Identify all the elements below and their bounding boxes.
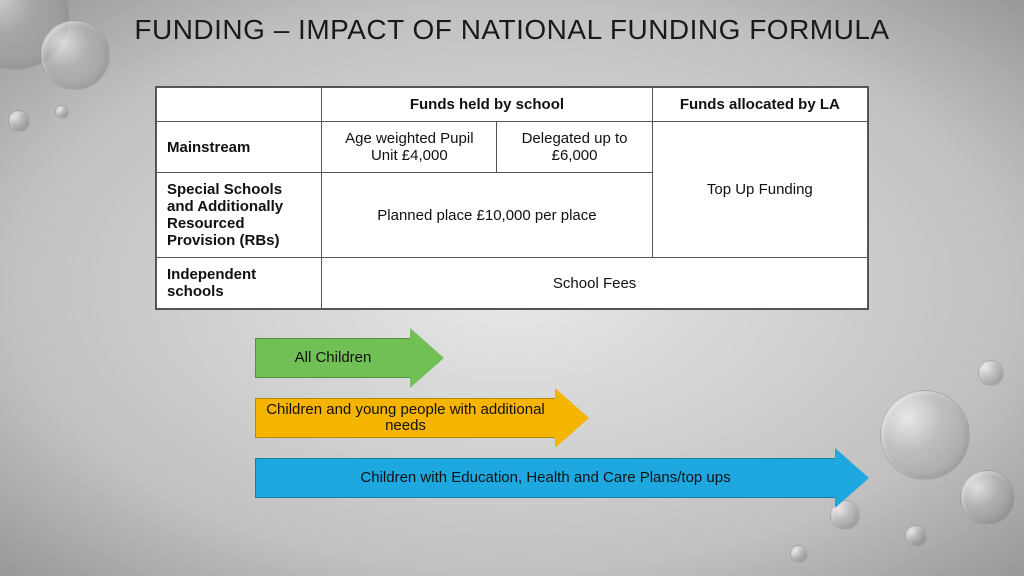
th-funds-la: Funds allocated by LA	[652, 88, 867, 122]
funding-table: Funds held by school Funds allocated by …	[155, 86, 869, 310]
arrow-label: All Children	[255, 338, 410, 378]
cell-mainstream-delegated: Delegated up to £6,000	[497, 122, 652, 173]
decorative-bubble	[880, 390, 970, 480]
arrow-1: Children and young people with additiona…	[255, 398, 589, 438]
arrow-2: Children with Education, Health and Care…	[255, 458, 869, 498]
arrow-head-icon	[410, 328, 444, 388]
decorative-bubble	[905, 525, 927, 547]
arrow-head-icon	[835, 448, 869, 508]
arrow-head-icon	[555, 388, 589, 448]
th-funds-school: Funds held by school	[322, 88, 652, 122]
slide-title: FUNDING – IMPACT OF NATIONAL FUNDING FOR…	[0, 0, 1024, 46]
th-blank	[157, 88, 322, 122]
decorative-bubble	[55, 105, 69, 119]
cell-topup: Top Up Funding	[652, 122, 867, 258]
cell-school-fees: School Fees	[322, 258, 868, 309]
cell-mainstream-awpu: Age weighted Pupil Unit £4,000	[322, 122, 497, 173]
arrow-0: All Children	[255, 338, 444, 378]
cell-planned-place: Planned place £10,000 per place	[322, 173, 652, 258]
row-mainstream-label: Mainstream	[157, 122, 322, 173]
decorative-bubble	[8, 110, 30, 132]
row-independent-label: Independent schools	[157, 258, 322, 309]
arrow-label: Children with Education, Health and Care…	[255, 458, 835, 498]
row-special-label: Special Schools and Additionally Resourc…	[157, 173, 322, 258]
decorative-bubble	[40, 20, 110, 90]
arrow-label: Children and young people with additiona…	[255, 398, 555, 438]
decorative-bubble	[978, 360, 1004, 386]
decorative-bubble	[790, 545, 808, 563]
decorative-bubble	[960, 470, 1015, 525]
